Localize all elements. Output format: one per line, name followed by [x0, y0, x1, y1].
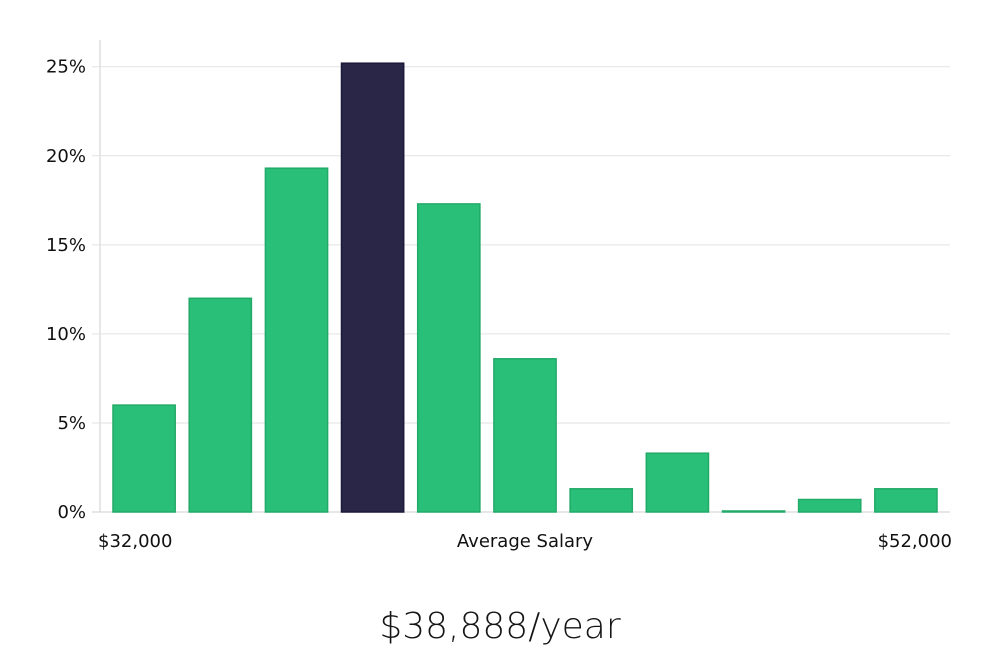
y-tick-label: 0%	[57, 502, 86, 523]
y-tick-label: 25%	[46, 57, 86, 78]
bar	[797, 498, 862, 513]
y-tick-label: 20%	[46, 146, 86, 167]
x-start-label: $32,000	[98, 531, 172, 552]
bar	[112, 404, 176, 513]
bar	[874, 488, 938, 513]
bar	[721, 510, 786, 513]
x-axis: $32,000 Average Salary $52,000	[98, 531, 952, 552]
x-center-label: Average Salary	[457, 531, 594, 552]
y-axis: 0% 5% 10% 15% 20% 25%	[46, 57, 86, 523]
y-tick-label: 15%	[46, 235, 86, 256]
bar	[493, 358, 557, 513]
bar	[416, 203, 481, 513]
bar	[188, 297, 253, 513]
y-tick-label: 5%	[57, 413, 86, 434]
average-salary-headline: $38,888/year	[379, 606, 621, 647]
bar	[264, 167, 329, 513]
y-tick-label: 10%	[46, 324, 86, 345]
bar	[569, 488, 634, 513]
bar-highlighted	[340, 62, 405, 513]
salary-histogram: 0% 5% 10% 15% 20% 25% $32,000 Average Salary …	[46, 40, 952, 552]
bar	[645, 452, 710, 513]
bars	[112, 62, 938, 513]
x-end-label: $52,000	[878, 531, 952, 552]
